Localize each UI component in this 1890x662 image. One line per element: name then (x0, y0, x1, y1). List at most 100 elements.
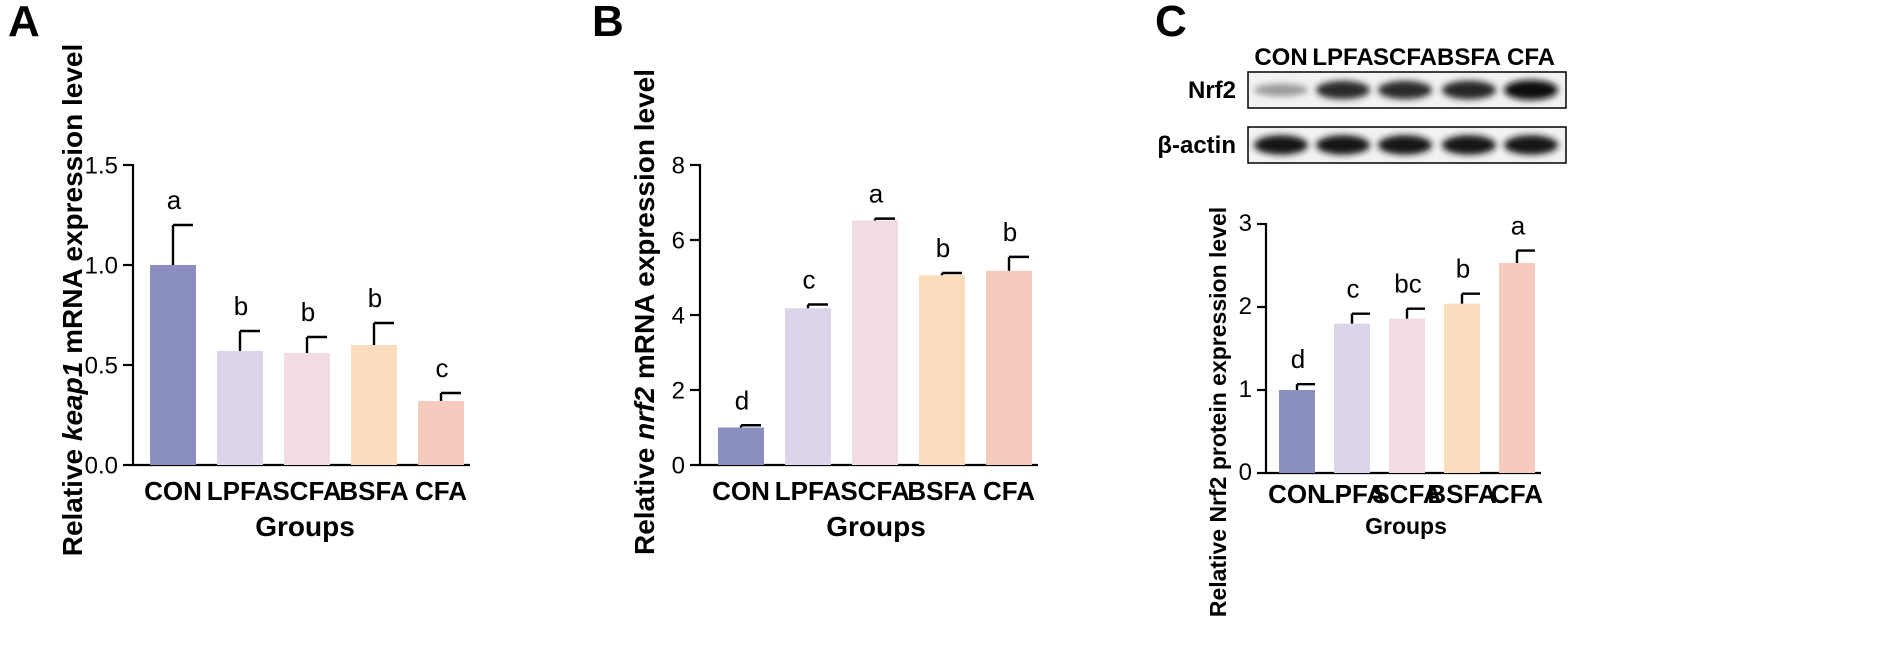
bar-lpfa (785, 308, 831, 465)
category-label: CON (144, 476, 202, 506)
blot-band (1378, 135, 1432, 155)
category-label: CON (1268, 479, 1326, 509)
panel-a-label: A (8, 0, 40, 46)
panel-a-y-axis-title: Relative keap1 mRNA expression level (57, 44, 88, 557)
panel-a-x-axis-title: Groups (255, 511, 355, 542)
significance-letter: a (869, 179, 884, 209)
significance-letter: c (436, 353, 449, 383)
blot-band (1254, 135, 1308, 155)
significance-letter: a (1511, 211, 1526, 241)
bar-scfa (852, 220, 898, 465)
category-label: LPFA (207, 476, 274, 506)
y-tick-label: 8 (672, 152, 685, 179)
panel-a-bars: a CON b LPFA b SCFA b BSFA c CFA (144, 185, 467, 506)
blot-lane-label: BSFA (1437, 44, 1501, 71)
blot-band (1316, 135, 1370, 155)
panel-a-ylabel-suffix: mRNA expression level (57, 44, 88, 362)
y-tick-label: 3 (1239, 210, 1252, 237)
category-label: LPFA (1319, 479, 1386, 509)
significance-letter: d (735, 385, 749, 415)
y-tick-label: 1.5 (85, 152, 118, 179)
category-label: SCFA (840, 476, 910, 506)
bar-con (1279, 390, 1315, 473)
panel-b-ylabel-suffix: mRNA expression level (629, 69, 660, 387)
blot-band (1504, 80, 1558, 100)
y-tick-label: 1.0 (85, 252, 118, 279)
panel-c-x-axis-title: Groups (1365, 513, 1447, 539)
blot-lane-label: CFA (1507, 44, 1555, 71)
category-label: BSFA (339, 476, 409, 506)
y-tick-label: 4 (672, 302, 685, 329)
y-tick-label: 0 (672, 452, 685, 479)
category-label: BSFA (1427, 479, 1497, 509)
y-tick-label: 0 (1239, 459, 1252, 486)
y-tick-label: 2 (672, 377, 685, 404)
significance-letter: d (1291, 344, 1305, 374)
category-label: CFA (983, 476, 1035, 506)
significance-letter: c (1347, 274, 1360, 304)
panel-b-ylabel-prefix: Relative (629, 440, 660, 555)
panel-a-ylabel-prefix: Relative (57, 441, 88, 556)
bar-cfa (418, 401, 464, 465)
significance-letter: bc (1394, 269, 1421, 299)
blot-row-label: Nrf2 (1188, 77, 1236, 104)
y-tick-label: 0.0 (85, 452, 118, 479)
panel-b-label: B (592, 0, 624, 46)
blot-band (1442, 135, 1496, 155)
significance-letter: b (234, 291, 248, 321)
bar-con (150, 265, 196, 465)
significance-letter: b (936, 233, 950, 263)
panel-c-axes: 0 1 2 3 (1239, 210, 1541, 486)
blot-lane-label: LPFA (1312, 44, 1373, 71)
panel-c-ylabel-text: Relative Nrf2 protein expression level (1205, 207, 1231, 617)
blot-band (1442, 80, 1496, 100)
bar-cfa (986, 270, 1032, 465)
bar-cfa (1499, 263, 1535, 473)
category-label: CFA (415, 476, 467, 506)
blot-band (1254, 83, 1308, 97)
panel-b-x-axis-title: Groups (826, 511, 926, 542)
bar-lpfa (217, 351, 263, 465)
y-tick-label: 0.5 (85, 352, 118, 379)
y-tick-label: 6 (672, 227, 685, 254)
y-tick-label: 2 (1239, 293, 1252, 320)
panel-c-bars: d CON c LPFA bc SCFA b BSFA a CFA (1268, 211, 1543, 509)
bar-scfa (1389, 318, 1425, 473)
panel-a-ylabel-gene: keap1 (57, 362, 88, 441)
significance-letter: c (803, 265, 816, 295)
significance-letter: b (1456, 254, 1470, 284)
western-blot: CON LPFA SCFA BSFA CFA Nrf2 β-actin (1157, 44, 1567, 164)
blot-lane-label: CON (1254, 44, 1307, 71)
bar-scfa (284, 353, 330, 465)
panel-b: B Relative nrf2 mRNA expression level 0 2… (592, 0, 1038, 555)
category-label: CON (712, 476, 770, 506)
y-tick-label: 1 (1239, 376, 1252, 403)
blot-band (1504, 135, 1558, 155)
significance-letter: a (167, 185, 182, 215)
blot-band (1378, 80, 1432, 100)
panel-a: A Relative keap1 mRNA expression level 0… (8, 0, 470, 556)
panel-b-y-axis-title: Relative nrf2 mRNA expression level (629, 69, 660, 555)
category-label: SCFA (1372, 479, 1442, 509)
category-label: CFA (1491, 479, 1543, 509)
significance-letter: b (301, 297, 315, 327)
bar-bsfa (919, 275, 965, 465)
panel-c-label: C (1155, 0, 1187, 46)
significance-letter: b (368, 283, 382, 313)
blot-lane-label: SCFA (1373, 44, 1437, 71)
panel-b-bars: d CON c LPFA a SCFA b BSFA b CFA (712, 179, 1035, 506)
bar-bsfa (351, 345, 397, 465)
category-label: BSFA (907, 476, 977, 506)
category-label: SCFA (272, 476, 342, 506)
bar-con (718, 427, 764, 465)
blot-band (1316, 80, 1370, 100)
panel-b-ylabel-gene: nrf2 (629, 387, 660, 440)
blot-row-label: β-actin (1157, 132, 1236, 159)
panel-a-axes: 0.0 0.5 1.0 1.5 (85, 152, 470, 479)
panel-c-y-axis-title: Relative Nrf2 protein expression level (1205, 207, 1231, 617)
significance-letter: b (1003, 217, 1017, 247)
category-label: LPFA (775, 476, 842, 506)
bar-bsfa (1444, 303, 1480, 473)
